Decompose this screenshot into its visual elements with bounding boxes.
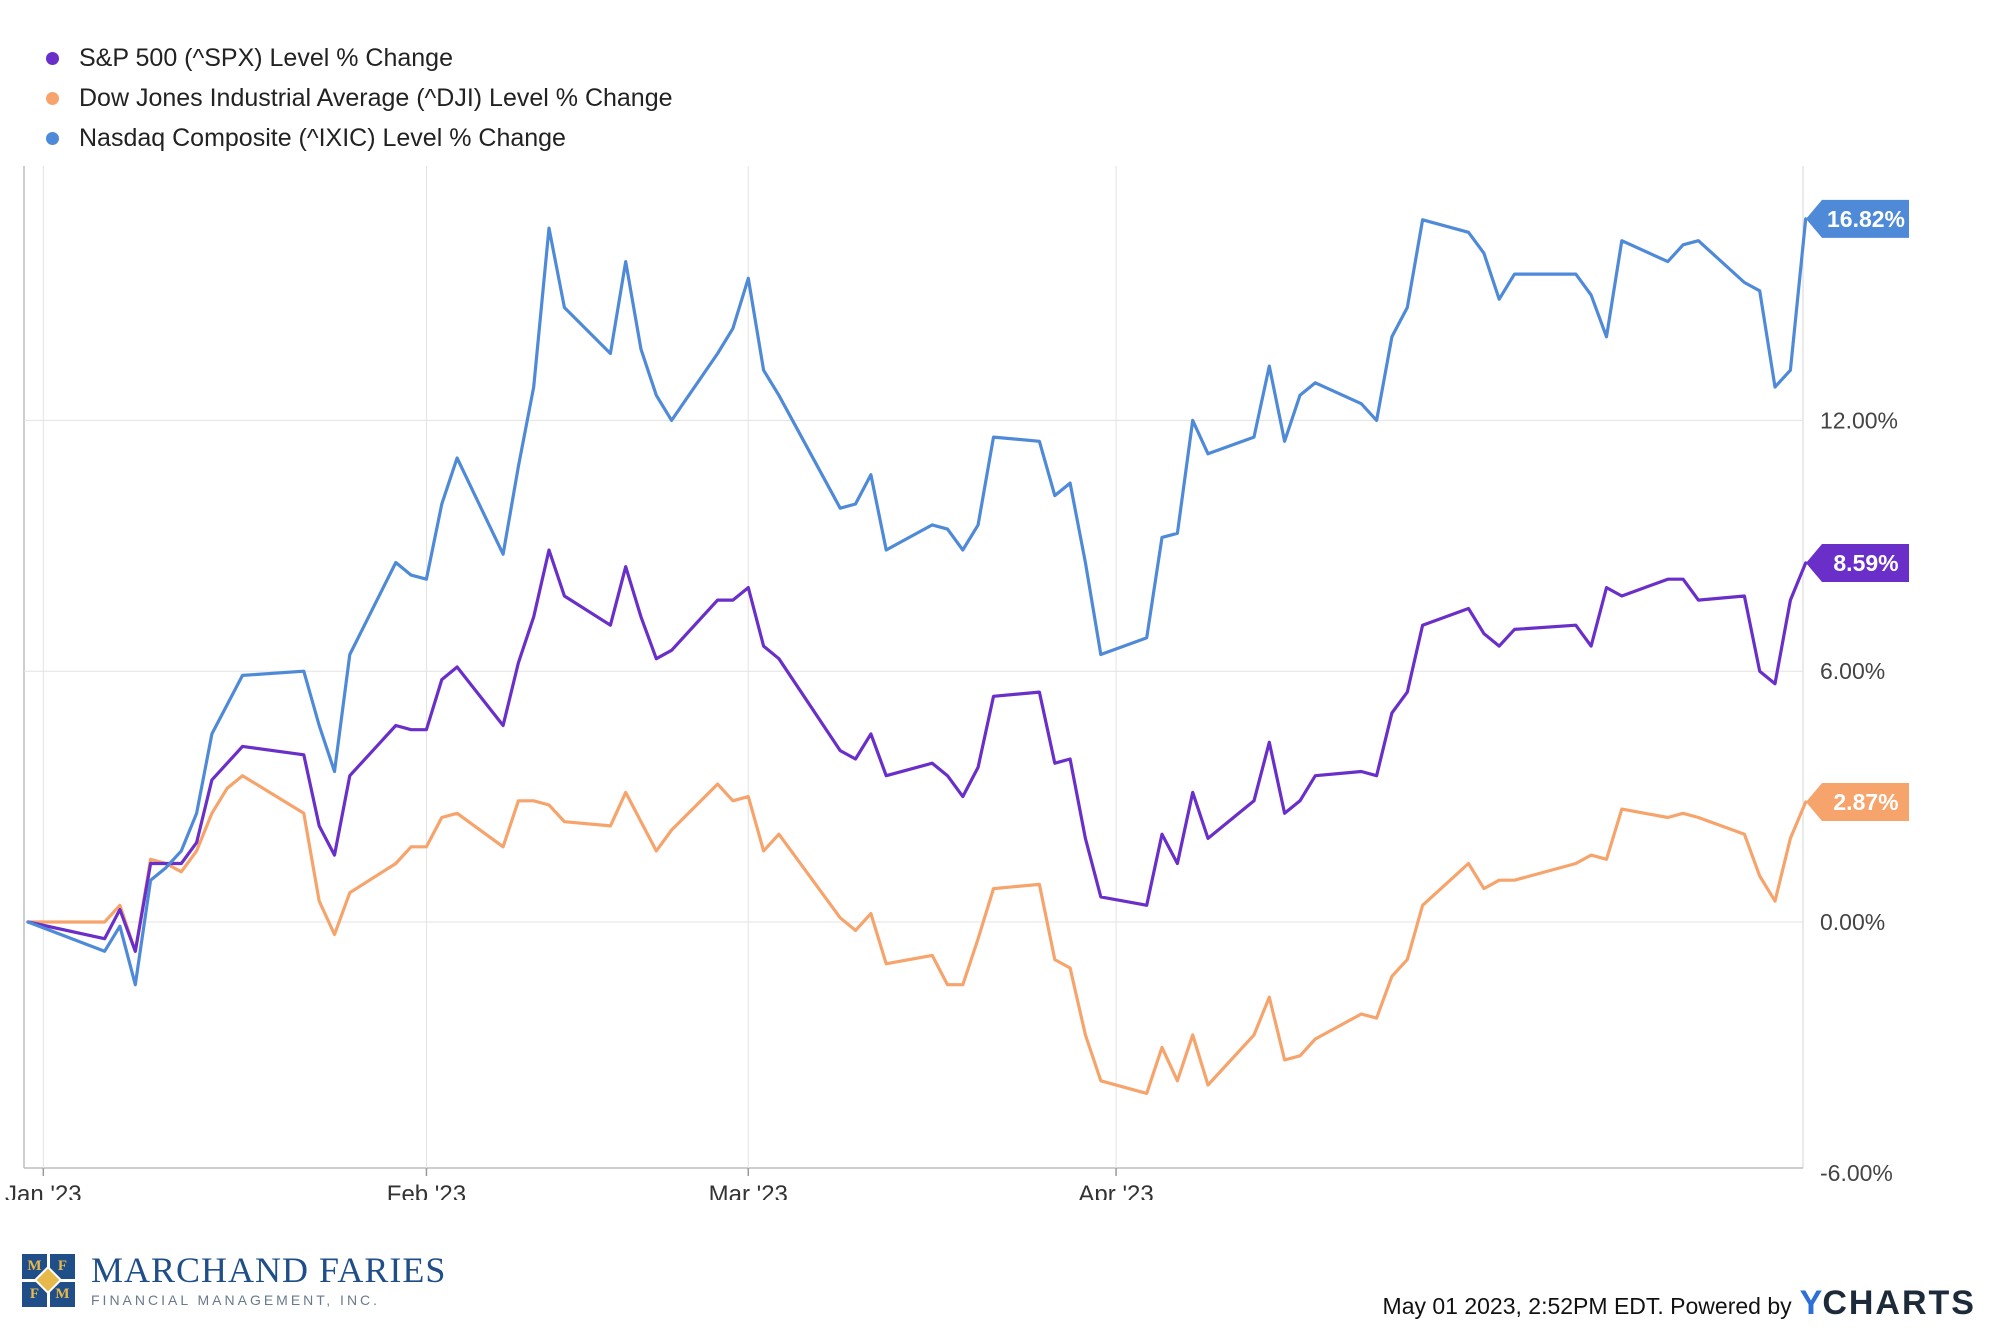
line-chart: 12.00% 6.00% 0.00% -6.00% Jan '23 Feb '23 Mar …	[5, 166, 1909, 1200]
series-line	[26, 217, 1808, 987]
end-value-flag-shape	[1806, 199, 1909, 238]
series-line	[26, 548, 1808, 953]
end-value-label: 2.87%	[1833, 789, 1898, 815]
legend-label: Dow Jones Industrial Average (^DJI) Leve…	[79, 83, 673, 112]
y-tick-label: 6.00%	[1820, 658, 1885, 684]
x-tick-label: Feb '23	[387, 1181, 466, 1200]
logo-company-name: MARCHAND FARIES	[91, 1250, 447, 1290]
company-logo: M F F M MARCHAND FARIES FINANCIAL MANAGE…	[22, 1252, 446, 1308]
end-value-flag-shape	[1806, 783, 1909, 822]
end-value-flag: 8.59%	[1806, 543, 1909, 582]
ycharts-logo-y[interactable]: Y	[1799, 1284, 1823, 1322]
logo-mark-icon: M F F M	[22, 1253, 75, 1307]
x-tick-label: Apr '23	[1078, 1181, 1153, 1200]
legend-dot-icon	[46, 131, 59, 145]
y-tick-label: 0.00%	[1820, 909, 1885, 935]
legend-item[interactable]: S&P 500 (^SPX) Level % Change	[46, 38, 673, 78]
end-value-flag-shape	[1806, 543, 1909, 582]
end-value-flag: 2.87%	[1806, 783, 1909, 822]
x-tick-label: Jan '23	[5, 1181, 82, 1200]
legend-label: Nasdaq Composite (^IXIC) Level % Change	[79, 123, 566, 152]
logo-letter: M	[22, 1253, 47, 1279]
legend-item[interactable]: Dow Jones Industrial Average (^DJI) Leve…	[46, 78, 673, 118]
y-tick-label: -6.00%	[1820, 1160, 1893, 1186]
legend-label: S&P 500 (^SPX) Level % Change	[79, 43, 453, 72]
footer-timestamp: May 01 2023, 2:52PM EDT. Powered by	[1382, 1293, 1792, 1319]
chart-legend: S&P 500 (^SPX) Level % Change Dow Jones I…	[46, 38, 673, 158]
y-tick-label: 12.00%	[1820, 407, 1898, 433]
legend-dot-icon	[46, 91, 59, 105]
end-value-label: 8.59%	[1833, 550, 1898, 576]
end-value-label: 16.82%	[1827, 206, 1905, 232]
logo-company-subtitle: FINANCIAL MANAGEMENT, INC.	[91, 1292, 381, 1308]
end-value-flag: 16.82%	[1806, 199, 1909, 238]
legend-dot-icon	[46, 51, 59, 65]
series-line	[26, 774, 1808, 1095]
ycharts-logo-text[interactable]: CHARTS	[1822, 1284, 1976, 1322]
legend-item[interactable]: Nasdaq Composite (^IXIC) Level % Change	[46, 118, 673, 158]
chart-footer: May 01 2023, 2:52PM EDT. Powered by Y CHA…	[1383, 1284, 1976, 1323]
x-tick-label: Mar '23	[709, 1181, 788, 1200]
